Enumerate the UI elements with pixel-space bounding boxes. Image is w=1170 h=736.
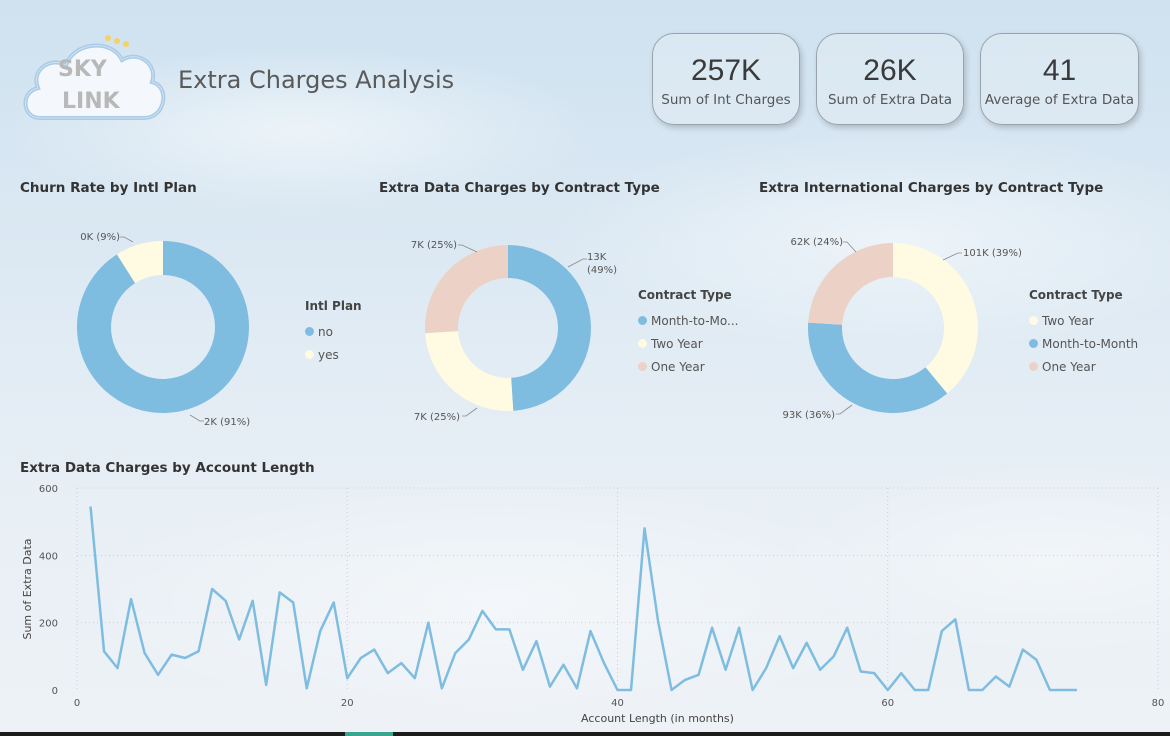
- x-tick-label: 80: [1152, 698, 1165, 709]
- star-icon: [123, 41, 129, 47]
- donut-slice[interactable]: [893, 243, 978, 394]
- legend-label: One Year: [1042, 359, 1096, 374]
- donut-slice[interactable]: [808, 243, 893, 325]
- legend-dot: [1029, 339, 1038, 348]
- legend-item[interactable]: Two Year: [1029, 309, 1138, 332]
- legend-label: Month-to-Mo...: [651, 313, 739, 328]
- star-icon: [114, 38, 120, 44]
- data-label: 7K (25%): [414, 412, 460, 423]
- donut-chart-extra-data[interactable]: 13K (49%) 7K (25%) 7K (25%): [380, 200, 640, 450]
- kpi-label: Average of Extra Data: [984, 92, 1135, 108]
- legend-label: Month-to-Month: [1042, 336, 1139, 351]
- legend-dot: [305, 350, 314, 359]
- donut-slice[interactable]: [425, 245, 508, 334]
- data-label: 2K (91%): [204, 417, 250, 428]
- chart-title-account-length: Extra Data Charges by Account Length: [20, 460, 315, 476]
- legend-item[interactable]: Month-to-Mo...: [638, 309, 738, 332]
- kpi-card-average-extra-data[interactable]: 41 Average of Extra Data: [980, 33, 1139, 125]
- y-tick-label: 200: [39, 619, 58, 630]
- y-tick-label: 0: [52, 686, 58, 697]
- y-axis-label: Sum of Extra Data: [21, 538, 34, 639]
- legend-label: no: [318, 324, 333, 339]
- y-tick-label: 400: [39, 551, 58, 562]
- leader-line: [458, 244, 478, 253]
- kpi-card-int-charges[interactable]: 257K Sum of Int Charges: [652, 33, 800, 125]
- kpi-card-extra-data[interactable]: 26K Sum of Extra Data: [816, 33, 964, 125]
- donut-slice[interactable]: [508, 245, 591, 411]
- data-label: 0K (9%): [80, 232, 120, 243]
- page-title: Extra Charges Analysis: [178, 66, 455, 94]
- logo-text-line1: SKY: [58, 57, 108, 82]
- kpi-value: 257K: [690, 54, 762, 87]
- data-label: 62K (24%): [791, 237, 844, 248]
- star-icon: [105, 35, 111, 41]
- donut-slice[interactable]: [116, 241, 163, 284]
- legend-intl-plan: Intl Plan no yes: [305, 299, 362, 366]
- data-label: 7K (25%): [411, 240, 457, 251]
- leader-line: [189, 414, 204, 422]
- leader-line: [462, 407, 478, 417]
- donut-slice[interactable]: [77, 241, 250, 413]
- legend-item[interactable]: Month-to-Month: [1029, 332, 1138, 355]
- legend-item[interactable]: no: [305, 320, 362, 343]
- legend-item[interactable]: Two Year: [638, 332, 738, 355]
- legend-title: Contract Type: [638, 288, 732, 302]
- page-tab-bar: [0, 732, 1170, 736]
- x-tick-label: 0: [74, 698, 80, 709]
- chart-title-churn: Churn Rate by Intl Plan: [20, 180, 197, 196]
- legend-dot: [638, 339, 647, 348]
- legend-title: Intl Plan: [305, 299, 362, 313]
- legend-item[interactable]: One Year: [638, 355, 738, 378]
- legend-label: Two Year: [1042, 313, 1094, 328]
- donut-chart-churn[interactable]: 2K (91%) 0K (9%): [0, 200, 380, 450]
- x-tick-label: 60: [881, 698, 894, 709]
- kpi-value: 41: [1042, 54, 1077, 87]
- leader-line: [567, 258, 587, 268]
- legend-dot: [638, 362, 647, 371]
- data-label: 101K (39%): [963, 248, 1022, 259]
- legend-contract-type-intl: Contract Type Two Year Month-to-Month On…: [1029, 288, 1138, 378]
- legend-label: One Year: [651, 359, 705, 374]
- legend-contract-type-data: Contract Type Month-to-Mo... Two Year On…: [638, 288, 738, 378]
- legend-dot: [1029, 316, 1038, 325]
- y-tick-label: 600: [39, 484, 58, 495]
- x-axis-label: Account Length (in months): [581, 712, 734, 725]
- donut-slice[interactable]: [808, 322, 948, 413]
- legend-label: yes: [318, 347, 339, 362]
- donut-slice[interactable]: [425, 331, 514, 411]
- kpi-label: Sum of Int Charges: [661, 92, 791, 108]
- chart-title-extra-intl: Extra International Charges by Contract …: [759, 180, 1104, 196]
- donut-chart-extra-intl[interactable]: 101K (39%) 93K (36%) 62K (24%): [760, 200, 1030, 450]
- leader-line: [836, 404, 853, 415]
- x-tick-label: 20: [341, 698, 354, 709]
- leader-line: [843, 241, 857, 253]
- logo-text-line2: LINK: [62, 89, 121, 114]
- kpi-label: Sum of Extra Data: [827, 92, 953, 108]
- x-tick-label: 40: [611, 698, 624, 709]
- leader-line: [942, 252, 962, 261]
- legend-item[interactable]: yes: [305, 343, 362, 366]
- data-label: 13K (49%): [587, 252, 617, 276]
- legend-dot: [1029, 362, 1038, 371]
- legend-item[interactable]: One Year: [1029, 355, 1138, 378]
- legend-label: Two Year: [651, 336, 703, 351]
- active-page-tab[interactable]: [345, 732, 393, 736]
- legend-dot: [305, 327, 314, 336]
- legend-dot: [638, 316, 647, 325]
- line-chart-account-length[interactable]: 0 200 400 600 0 20 40 60 80 Account Length (in mo…: [0, 475, 1170, 732]
- leader-line: [120, 236, 134, 243]
- series-line[interactable]: [89, 506, 1077, 692]
- data-label: 93K (36%): [783, 410, 836, 421]
- skylink-logo: SKY LINK: [23, 35, 166, 120]
- legend-title: Contract Type: [1029, 288, 1123, 302]
- chart-title-extra-data: Extra Data Charges by Contract Type: [379, 180, 660, 196]
- kpi-value: 26K: [863, 54, 917, 87]
